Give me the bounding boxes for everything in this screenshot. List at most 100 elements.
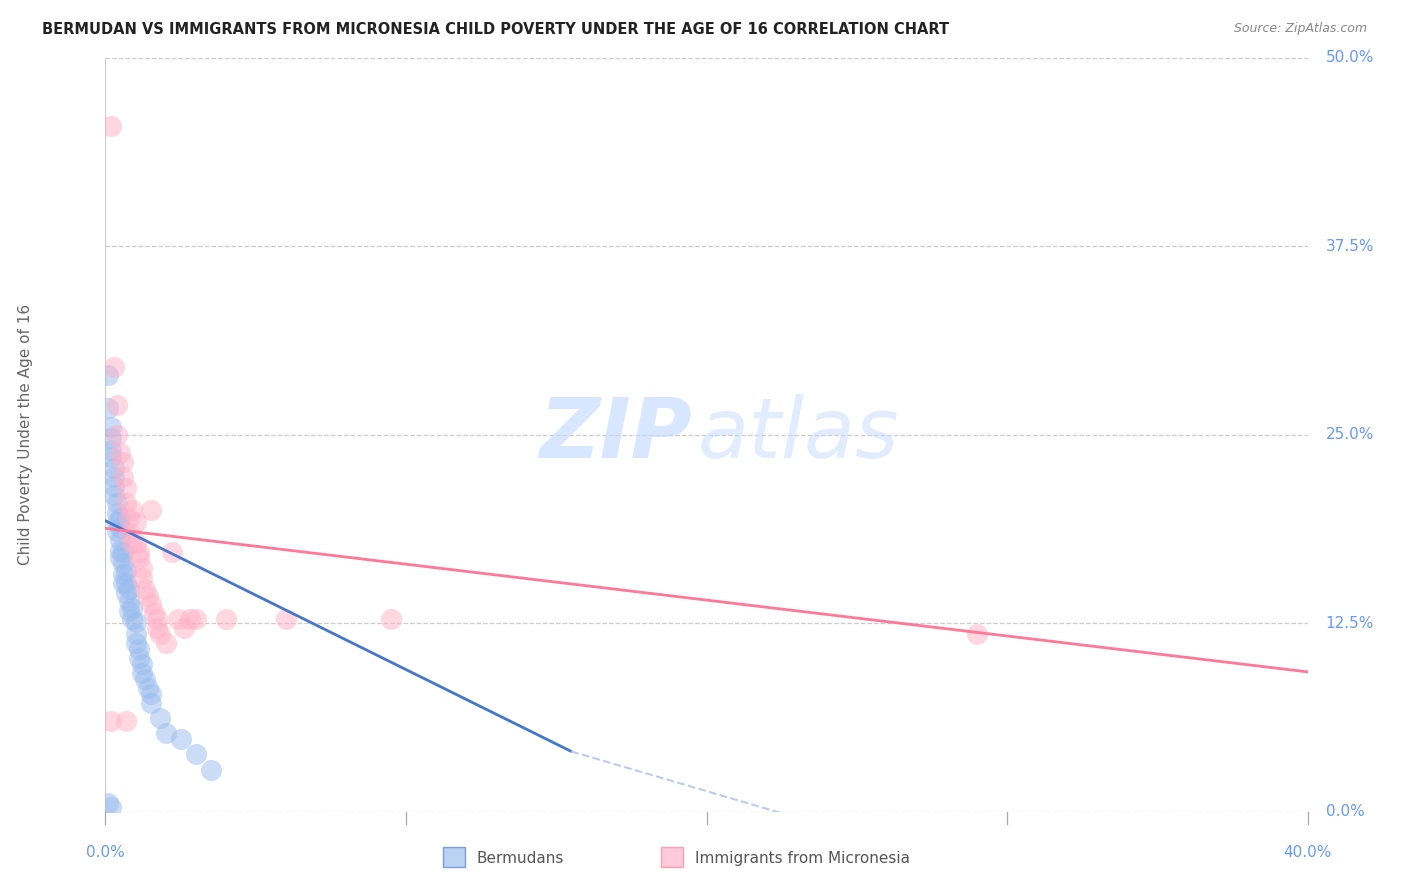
Point [118,525,141,540]
Text: 0.0%: 0.0% [86,845,125,860]
Text: 50.0%: 50.0% [1326,51,1374,65]
Text: 0.0%: 0.0% [1326,805,1364,819]
Point [200,763,222,777]
Point [134,582,156,596]
Point [107,516,129,530]
Point [136,589,159,603]
Point [134,672,156,686]
Point [100,431,122,445]
Point [124,627,146,641]
Point [100,420,122,434]
Point [148,627,170,641]
Text: Bermudans: Bermudans [477,851,564,865]
Text: Source: ZipAtlas.com: Source: ZipAtlas.com [1233,22,1367,36]
Point [131,560,153,574]
Text: 25.0%: 25.0% [1326,427,1374,442]
Point [100,450,122,465]
Point [145,621,167,635]
Point [100,119,122,133]
Point [160,545,183,559]
Text: atlas: atlas [697,394,898,475]
Point [131,666,153,681]
Point [124,636,146,650]
Point [131,571,153,585]
Point [112,455,135,469]
Point [103,488,125,502]
Point [110,551,132,566]
Point [139,597,162,611]
Text: BERMUDAN VS IMMIGRANTS FROM MICRONESIA CHILD POVERTY UNDER THE AGE OF 16 CORRELA: BERMUDAN VS IMMIGRANTS FROM MICRONESIA C… [42,22,949,37]
Point [97,401,120,415]
Point [112,566,135,581]
Point [139,696,162,710]
Point [274,612,297,626]
Point [121,536,143,550]
Point [107,506,129,520]
Point [128,651,150,665]
Point [112,575,135,590]
Point [115,481,138,495]
Text: ZIP: ZIP [538,394,692,475]
Point [169,732,191,747]
Point [112,470,135,484]
Point [100,714,122,729]
Point [110,510,132,524]
Point [100,442,122,457]
Point [110,533,132,548]
Point [115,564,138,578]
Point [97,368,120,382]
Point [118,604,141,618]
Point [173,621,195,635]
Point [110,521,132,535]
Point [103,359,125,374]
Point [100,800,122,814]
Point [155,636,177,650]
Point [148,711,170,725]
Text: 37.5%: 37.5% [1326,239,1374,254]
Text: Child Poverty Under the Age of 16: Child Poverty Under the Age of 16 [18,304,32,566]
Point [121,503,143,517]
Point [107,428,129,442]
Point [115,496,138,510]
Point [115,586,138,600]
Point [145,612,167,626]
Point [380,612,402,626]
Point [103,461,125,475]
Text: 40.0%: 40.0% [1284,845,1331,860]
Point [136,681,159,695]
Point [128,641,150,656]
Point [966,627,988,641]
Point [124,615,146,629]
Point [124,516,146,530]
Point [118,510,141,524]
Point [97,796,120,810]
Point [110,446,132,460]
Point [103,479,125,493]
Point [121,612,143,626]
Point [115,714,138,729]
Point [166,612,188,626]
Point [112,545,135,559]
Point [128,551,150,566]
Point [214,612,236,626]
Point [184,612,207,626]
Point [139,503,162,517]
Point [107,524,129,539]
Point [124,536,146,550]
Point [179,612,201,626]
Text: 12.5%: 12.5% [1326,615,1374,631]
Point [142,606,165,620]
Point [128,545,150,559]
Point [139,687,162,701]
Point [118,593,141,607]
Point [110,544,132,558]
Point [115,575,138,590]
Point [103,470,125,484]
Text: Immigrants from Micronesia: Immigrants from Micronesia [695,851,910,865]
Point [131,657,153,671]
Point [107,496,129,510]
Point [184,747,207,762]
Point [118,582,141,596]
Point [155,726,177,740]
Point [112,556,135,570]
